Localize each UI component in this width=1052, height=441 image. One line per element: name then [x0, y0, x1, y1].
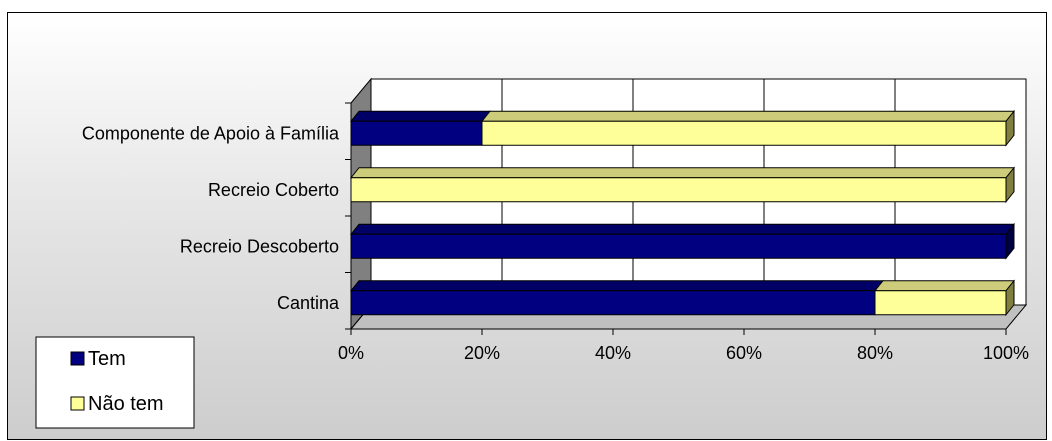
- bar-n-o-tem-3: [873, 280, 1016, 316]
- x-tick-label: 60%: [726, 343, 762, 363]
- legend-item-nao-tem: Não tem: [70, 393, 164, 415]
- bar-end-face: [1005, 279, 1015, 317]
- legend-swatch-tem: [70, 351, 85, 366]
- bar-tem-0: [349, 110, 492, 146]
- x-tick-label: 40%: [595, 343, 631, 363]
- category-label: Recreio Descoberto: [180, 236, 339, 256]
- x-tick-label: 100%: [983, 343, 1029, 363]
- bar-tem-3: [349, 280, 885, 316]
- legend-swatch-nao-tem: [70, 396, 85, 411]
- bar-n-o-tem-0: [480, 110, 1016, 146]
- chart: Componente de Apoio à Família Recreio Cob…: [35, 77, 1029, 429]
- bar-end-face: [1005, 222, 1015, 260]
- x-axis: 0% 20% 40% 60% 80% 100%: [338, 328, 1029, 363]
- x-tick-label: 80%: [857, 343, 893, 363]
- category-label: Componente de Apoio à Família: [82, 123, 340, 143]
- bar-end-face: [1005, 166, 1015, 204]
- category-label: Recreio Coberto: [208, 180, 339, 200]
- category-label: Cantina: [277, 293, 340, 313]
- legend: Tem Não tem: [35, 336, 195, 429]
- bars: [349, 109, 1016, 317]
- bar-n-o-tem-1: [349, 167, 1016, 203]
- y-axis: Componente de Apoio à Família Recreio Cob…: [82, 102, 351, 330]
- legend-label-nao-tem: Não tem: [88, 393, 164, 415]
- legend-box: [35, 336, 195, 429]
- chart-frame: Componente de Apoio à Família Recreio Cob…: [7, 12, 1047, 440]
- x-tick-label: 20%: [464, 343, 500, 363]
- bar-end-face: [1005, 109, 1015, 147]
- x-tick-label: 0%: [338, 343, 364, 363]
- legend-item-tem: Tem: [70, 348, 126, 370]
- legend-label-tem: Tem: [88, 348, 126, 370]
- bar-tem-2: [349, 223, 1016, 259]
